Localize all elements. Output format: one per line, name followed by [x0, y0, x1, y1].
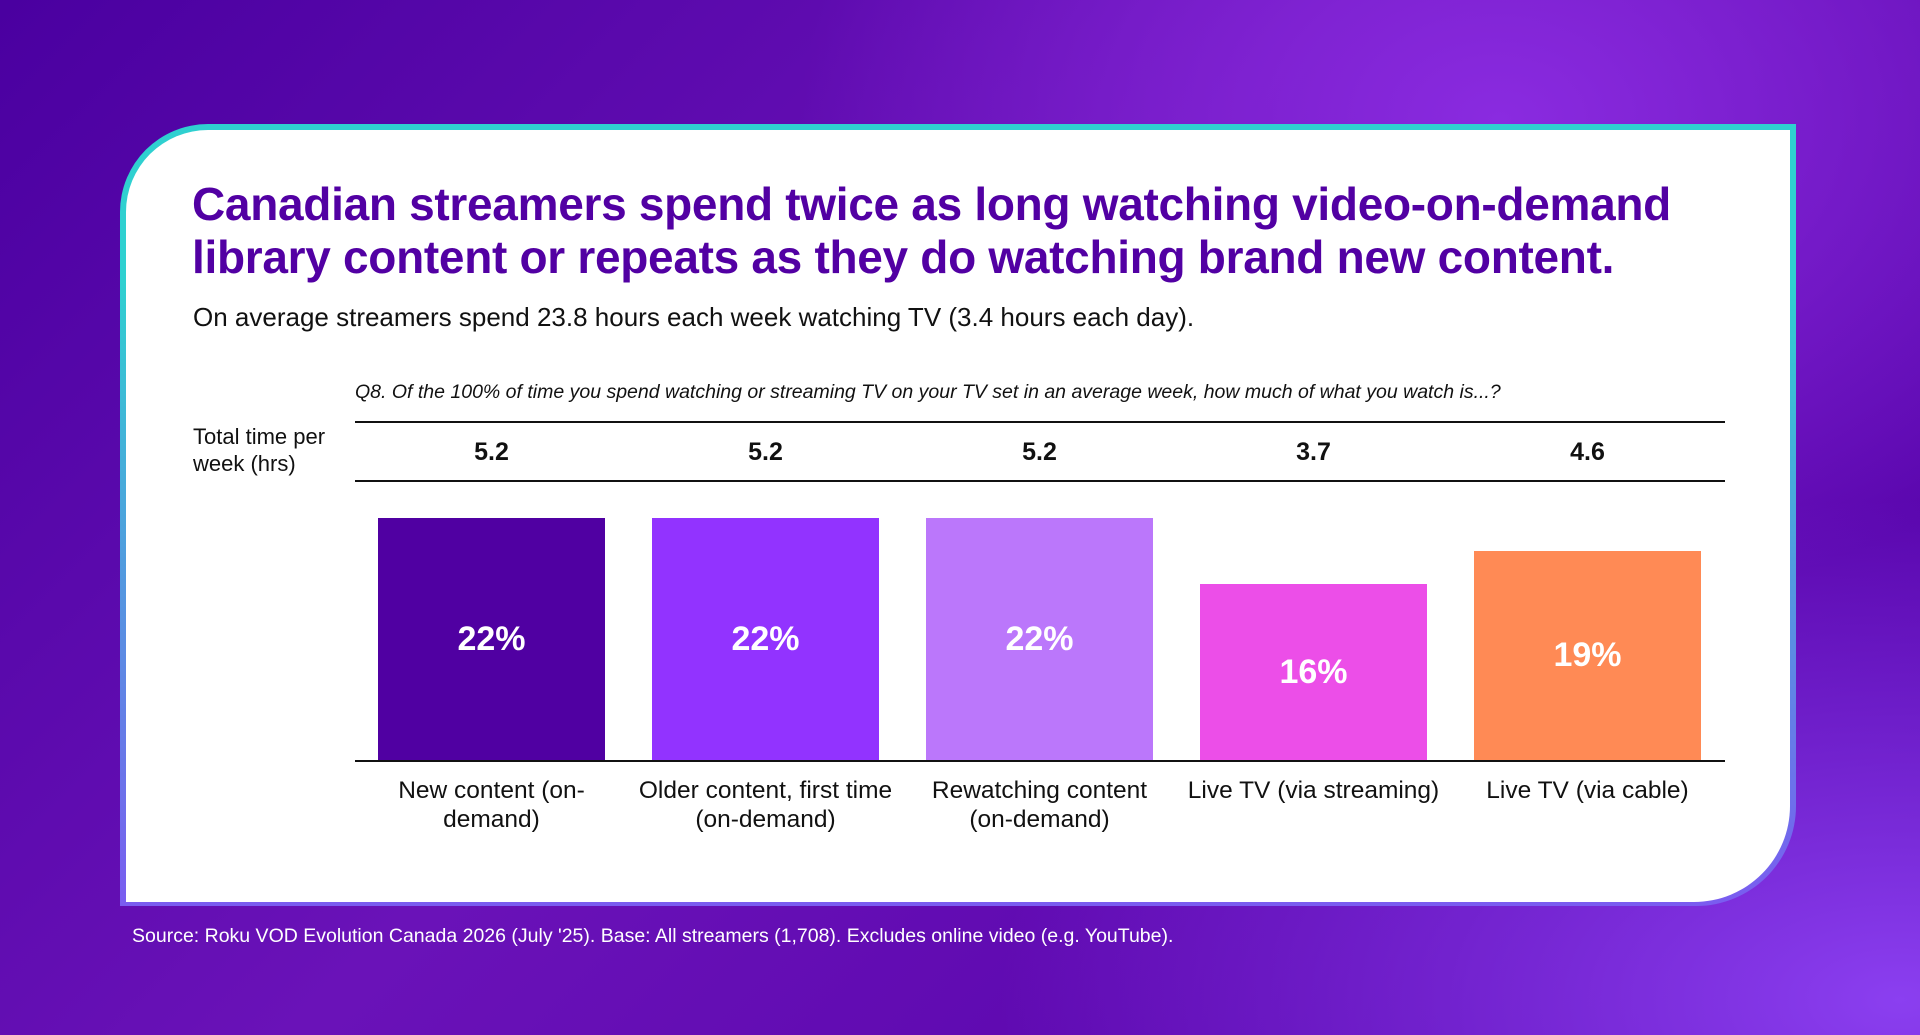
survey-question: Q8. Of the 100% of time you spend watchi…	[355, 381, 1501, 403]
bar: 16%	[1200, 584, 1427, 760]
bar-value-label: 22%	[457, 619, 526, 658]
bar-value-label: 19%	[1553, 636, 1622, 674]
title: Canadian streamers spend twice as long w…	[192, 178, 1671, 283]
hours-value: 5.2	[748, 438, 783, 466]
hours-value: 5.2	[1022, 438, 1057, 466]
category-label: Rewatching content (on-demand)	[931, 777, 1148, 833]
chart-baseline	[355, 760, 1725, 762]
card	[126, 130, 1790, 902]
hours-value: 4.6	[1570, 438, 1605, 466]
row-label: Total time per week (hrs)	[193, 424, 326, 476]
table-top-rule	[355, 421, 1725, 423]
bar: 22%	[926, 518, 1153, 760]
bar: 19%	[1474, 551, 1701, 760]
category-label: Live TV (via streaming)	[1187, 777, 1440, 804]
category-label: New content (on-demand)	[398, 777, 585, 833]
hours-value: 3.7	[1296, 438, 1331, 466]
hours-value: 5.2	[474, 438, 509, 466]
subtitle: On average streamers spend 23.8 hours ea…	[193, 302, 1195, 332]
bar: 22%	[652, 518, 879, 760]
bar-value-label: 16%	[1279, 652, 1348, 691]
bar-value-label: 22%	[731, 619, 800, 658]
source-note: Source: Roku VOD Evolution Canada 2026 (…	[132, 925, 1174, 947]
category-label: Live TV (via cable)	[1486, 777, 1689, 804]
table-bottom-rule	[355, 480, 1725, 482]
category-label: Older content, first time (on-demand)	[638, 777, 893, 833]
bar-value-label: 22%	[1005, 619, 1074, 658]
bar: 22%	[378, 518, 605, 760]
